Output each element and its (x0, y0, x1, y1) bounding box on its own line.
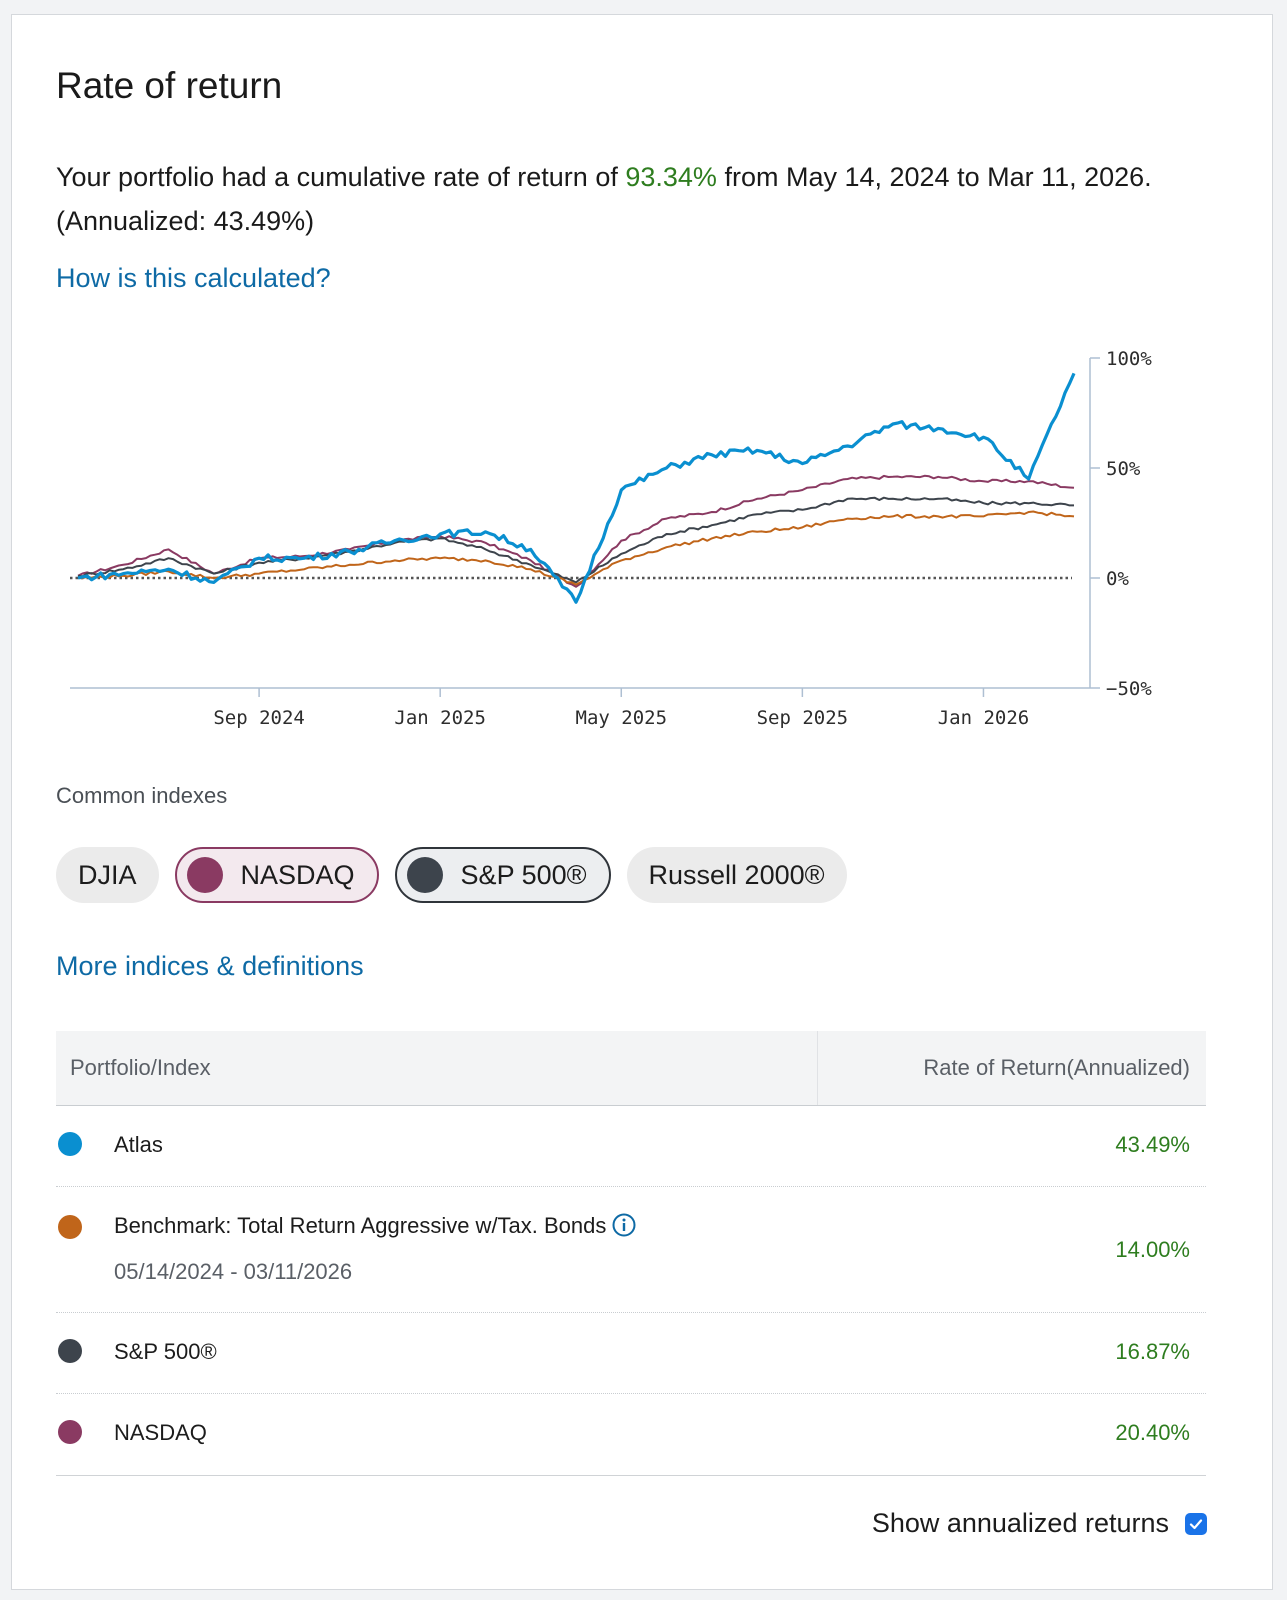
table-header: Portfolio/Index Rate of Return(Annualize… (56, 1031, 1206, 1106)
row-name: Benchmark: Total Return Aggressive w/Tax… (114, 1213, 607, 1238)
sp500-color-dot (406, 857, 443, 893)
row-value: 20.40% (1115, 1420, 1190, 1445)
index-chips: DJIA NASDAQ S&P 500® Russell 2000® (56, 847, 847, 903)
row-value: 14.00% (1115, 1237, 1190, 1262)
returns-table: Portfolio/Index Rate of Return(Annualize… (56, 1031, 1206, 1476)
col-rate-of-return: Rate of Return(Annualized) (923, 1055, 1190, 1080)
y-tick-label: 0% (1106, 568, 1129, 590)
chip-sp500-label: S&P 500® (460, 859, 587, 890)
row-date-range: 05/14/2024 - 03/11/2026 (114, 1259, 353, 1284)
x-tick-label: Sep 2024 (213, 707, 305, 729)
row-name: S&P 500® (114, 1339, 217, 1364)
nasdaq-color-dot (186, 857, 223, 893)
row-value: 16.87% (1115, 1339, 1190, 1364)
rate-of-return-chart: 100% 50% 0% −50% Sep 2024 Jan 2025 May 2025 Sep… (70, 348, 1152, 729)
row-value: 43.49% (1115, 1132, 1190, 1157)
row-name: NASDAQ (114, 1420, 207, 1445)
y-tick-label: −50% (1106, 678, 1152, 700)
row-name-benchmark: Benchmark: Total Return Aggressive w/Tax… (114, 1213, 636, 1239)
more-indices-link[interactable]: More indices & definitions (56, 951, 364, 981)
annualized-label: Show annualized returns (871, 1508, 1169, 1538)
table-row-benchmark: Benchmark: Total Return Aggressive w/Tax… (56, 1187, 1206, 1313)
nasdaq-row-dot (58, 1420, 82, 1444)
series-line-nasdaq (77, 474, 1075, 588)
how-calculated-link[interactable]: How is this calculated? (56, 263, 331, 293)
cumulative-return-value: 93.34% (625, 162, 717, 192)
series-line-s-p-500 (77, 496, 1074, 584)
summary-text: Your portfolio had a cumulative rate of … (56, 155, 1216, 243)
table-row-atlas: Atlas 43.49% (56, 1106, 1206, 1187)
x-tick-label: May 2025 (576, 707, 668, 729)
rate-of-return-card: Rate of return Your portfolio had a cumu… (11, 14, 1273, 1590)
sp500-row-dot (58, 1339, 82, 1363)
summary-suffix: from May 14, 2024 to Mar 11, 2026. (Annu… (56, 162, 1152, 236)
series-line-atlas (77, 372, 1076, 604)
chip-nasdaq-label: NASDAQ (240, 859, 355, 890)
chip-russell-2000[interactable]: Russell 2000® (626, 847, 847, 903)
x-tick-label: Sep 2025 (757, 707, 849, 729)
x-tick-label: Jan 2026 (938, 707, 1030, 729)
check-icon (1189, 1518, 1203, 1529)
chip-djia[interactable]: DJIA (56, 847, 159, 903)
chip-nasdaq[interactable]: NASDAQ (174, 847, 379, 903)
chip-russell-label: Russell 2000® (648, 859, 825, 890)
info-icon[interactable] (612, 1213, 636, 1237)
card-title: Rate of return (56, 65, 283, 106)
benchmark-color-dot (58, 1215, 82, 1239)
y-tick-label: 50% (1106, 458, 1141, 480)
series-line-benchmark-total-return-aggressive-w-tax-bonds (77, 510, 1075, 586)
chip-djia-label: DJIA (78, 859, 137, 890)
table-row-sp500: S&P 500® 16.87% (56, 1313, 1206, 1394)
x-tick-label: Jan 2025 (394, 707, 486, 729)
annualized-checkbox[interactable] (1185, 1512, 1207, 1535)
annualized-toggle[interactable]: Show annualized returns (872, 1508, 1207, 1539)
y-tick-label: 100% (1106, 348, 1152, 370)
row-name: Atlas (114, 1132, 163, 1157)
common-indexes-label: Common indexes (56, 783, 228, 808)
chip-sp500[interactable]: S&P 500® (394, 847, 611, 903)
atlas-color-dot (58, 1132, 82, 1156)
col-portfolio-index: Portfolio/Index (56, 1031, 818, 1105)
summary-prefix: Your portfolio had a cumulative rate of … (56, 162, 618, 192)
table-row-nasdaq: NASDAQ 20.40% (56, 1394, 1206, 1476)
